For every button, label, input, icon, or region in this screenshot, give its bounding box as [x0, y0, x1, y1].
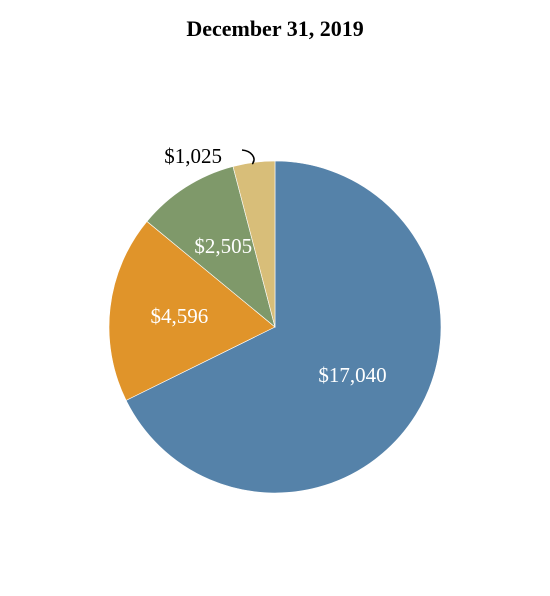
label-leader-line: [241, 149, 255, 165]
slice-label: $17,040: [318, 363, 386, 387]
pie-slice: [146, 166, 276, 328]
pie-labels: $17,040 $4,596 $2,505 $1,025: [151, 144, 387, 387]
chart-title: December 31, 2019: [186, 16, 364, 41]
slice-label: $4,596: [151, 304, 209, 328]
pie-slice: [125, 160, 442, 494]
pie-slices: [108, 160, 442, 494]
pie-slice: [108, 220, 276, 401]
slice-label: $2,505: [194, 234, 252, 258]
slice-label: $1,025: [164, 144, 222, 168]
